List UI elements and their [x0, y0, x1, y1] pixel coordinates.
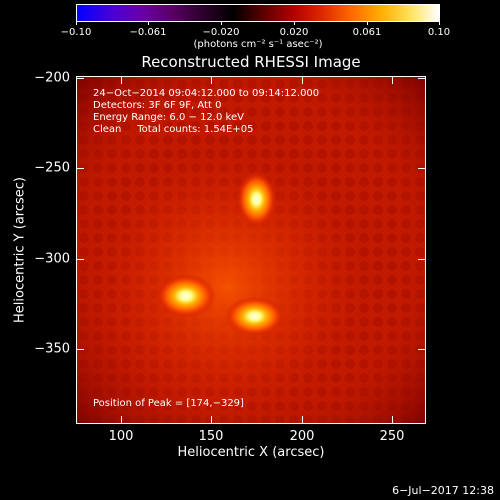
- detectors-info: Detectors: 3F 6F 9F, Att 0: [93, 100, 222, 111]
- generation-timestamp: 6−Jul−2017 12:38: [392, 484, 494, 497]
- colorbar-tick: [439, 21, 440, 25]
- y-major-tick: [76, 349, 84, 350]
- x-tick-label: 100: [108, 429, 134, 444]
- y-major-tick: [76, 78, 84, 79]
- colorbar-tick-label: 0.020: [279, 27, 309, 38]
- y-major-tick-right: [418, 168, 426, 169]
- energy-range: Energy Range: 6.0 − 12.0 keV: [93, 112, 244, 123]
- colorbar-tick: [76, 21, 77, 25]
- east-footpoint: [224, 296, 285, 337]
- y-axis-title: Heliocentric Y (arcsec): [12, 177, 28, 323]
- west-footpoint: [155, 273, 216, 318]
- image-plot: 24−Oct−2014 09:04:12.000 to 09:14:12.000…: [76, 76, 426, 424]
- colorbar-tick-label: 0.10: [427, 27, 451, 38]
- y-major-tick: [76, 168, 84, 169]
- colorbar-tick-label: −0.020: [202, 27, 240, 38]
- x-major-tick: [121, 416, 122, 424]
- x-axis-title: Heliocentric X (arcsec): [177, 445, 325, 460]
- north-source: [236, 171, 277, 228]
- observation-time: 24−Oct−2014 09:04:12.000 to 09:14:12.000: [93, 88, 320, 99]
- colorbar-tick-label: −0.10: [60, 27, 92, 38]
- y-tick-label: −350: [34, 341, 70, 357]
- x-tick-label: 200: [289, 429, 315, 444]
- clean-total-counts: Clean Total counts: 1.54E+05: [93, 124, 254, 135]
- x-major-tick-top: [392, 76, 393, 84]
- plot-title: Reconstructed RHESSI Image: [141, 53, 361, 71]
- x-tick-label: 250: [379, 429, 405, 444]
- rhessi-image: [77, 77, 425, 423]
- y-tick-label: −200: [34, 70, 70, 86]
- colorbar-tick: [221, 21, 222, 25]
- colorbar: [76, 4, 440, 22]
- x-major-tick: [211, 416, 212, 424]
- y-major-tick-right: [418, 78, 426, 79]
- x-major-tick-top: [302, 76, 303, 84]
- x-tick-label: 150: [198, 429, 224, 444]
- colorbar-tick-label: 0.061: [352, 27, 382, 38]
- x-major-tick: [302, 416, 303, 424]
- colorbar-tick: [148, 21, 149, 25]
- y-major-tick: [76, 259, 84, 260]
- colorbar-tick-label: −0.061: [129, 27, 167, 38]
- x-major-tick-top: [121, 76, 122, 84]
- colorbar-unit-label: (photons cm⁻² s⁻¹ asec⁻²): [193, 39, 323, 50]
- y-tick-label: −300: [34, 251, 70, 267]
- peak-position: Position of Peak = [174,−329]: [93, 398, 244, 409]
- y-major-tick-right: [418, 259, 426, 260]
- colorbar-tick: [367, 21, 368, 25]
- x-major-tick: [392, 416, 393, 424]
- x-major-tick-top: [211, 76, 212, 84]
- y-tick-label: −250: [34, 160, 70, 176]
- y-major-tick-right: [418, 349, 426, 350]
- colorbar-tick: [294, 21, 295, 25]
